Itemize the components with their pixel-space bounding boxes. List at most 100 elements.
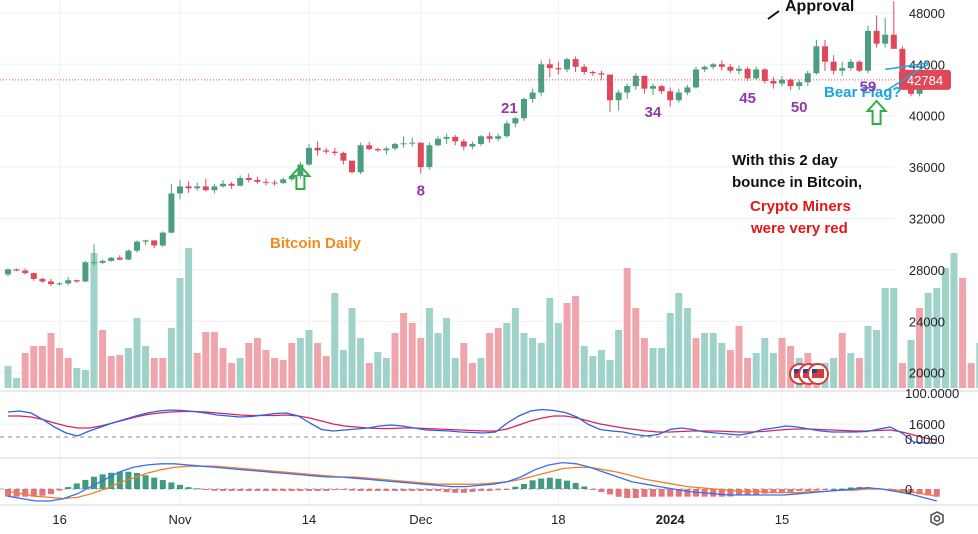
macd-histogram-bar bbox=[847, 487, 854, 489]
candle-body bbox=[822, 46, 828, 62]
volume-bar bbox=[589, 356, 597, 388]
time-tick-label: Nov bbox=[168, 512, 192, 527]
volume-bar bbox=[726, 350, 734, 388]
macd-histogram-bar bbox=[202, 489, 209, 490]
candle-body bbox=[521, 98, 527, 119]
volume-bar bbox=[847, 353, 855, 388]
candle bbox=[796, 79, 803, 90]
candle-body bbox=[796, 82, 803, 87]
candle-body bbox=[194, 186, 201, 189]
candle-body bbox=[495, 136, 502, 139]
candle bbox=[426, 142, 433, 170]
macd-histogram-bar bbox=[581, 486, 588, 489]
candle-body bbox=[555, 68, 562, 70]
time-tick-label: 14 bbox=[302, 512, 316, 527]
volume-bar bbox=[38, 346, 46, 388]
candle-body bbox=[211, 186, 218, 191]
macd-histogram-bar bbox=[159, 480, 166, 489]
volume-bar bbox=[468, 363, 476, 388]
volume-bar bbox=[262, 350, 270, 388]
volume-bar bbox=[443, 318, 451, 388]
macd-histogram-bar bbox=[572, 483, 579, 489]
candle bbox=[856, 60, 863, 72]
candle-body bbox=[452, 136, 459, 142]
macd-histogram-bar bbox=[710, 489, 717, 497]
candle bbox=[349, 160, 355, 174]
volume-bar bbox=[511, 308, 519, 388]
macd-histogram-bar bbox=[297, 489, 304, 491]
candle-body bbox=[56, 283, 63, 285]
volume-bar bbox=[30, 346, 38, 388]
candle-body bbox=[667, 91, 674, 101]
candle bbox=[538, 60, 545, 97]
candle bbox=[873, 15, 880, 48]
candle bbox=[564, 57, 570, 72]
candle bbox=[409, 137, 416, 147]
macd-histogram-bar bbox=[134, 472, 140, 489]
volume-bar bbox=[81, 370, 89, 388]
time-tick-label: 18 bbox=[551, 512, 565, 527]
candle bbox=[804, 70, 811, 87]
us-event-flag-icon[interactable] bbox=[807, 363, 829, 385]
macd-histogram-bar bbox=[761, 489, 768, 494]
macd-histogram-bar bbox=[357, 489, 364, 491]
volume-bar bbox=[365, 363, 373, 388]
candle-body bbox=[856, 61, 863, 71]
oscillator-red-line bbox=[8, 410, 937, 441]
candle-body bbox=[761, 69, 768, 81]
macd-histogram-bar bbox=[546, 477, 553, 489]
chart-settings-icon[interactable] bbox=[930, 511, 944, 526]
macd-histogram-bar bbox=[452, 489, 459, 493]
candle-body bbox=[99, 260, 106, 263]
candle bbox=[787, 78, 794, 90]
volume-bar bbox=[735, 326, 743, 388]
volume-bar bbox=[615, 330, 623, 388]
candle-body bbox=[589, 71, 596, 74]
note-line-2: bounce in Bitcoin, bbox=[732, 174, 862, 191]
volume-bar bbox=[73, 368, 81, 388]
volume-bar bbox=[537, 343, 545, 388]
volume-bar bbox=[683, 308, 691, 388]
macd-histogram-bar bbox=[314, 489, 321, 491]
macd-histogram-bar bbox=[727, 489, 734, 497]
candle bbox=[469, 141, 476, 150]
candle bbox=[142, 239, 149, 245]
volume-bar bbox=[176, 278, 184, 388]
candle bbox=[572, 56, 579, 72]
candle bbox=[392, 142, 398, 151]
green-up-arrow bbox=[289, 164, 312, 190]
volume-bar bbox=[90, 253, 98, 388]
wave-count-label: 21 bbox=[501, 100, 518, 117]
candle-body bbox=[718, 64, 725, 67]
candle-body bbox=[116, 257, 123, 260]
note-red-line-2: were very red bbox=[750, 220, 848, 237]
candle-body bbox=[237, 178, 244, 186]
volume-bar bbox=[408, 323, 416, 388]
candle-body bbox=[13, 269, 20, 271]
event-flag-canton bbox=[794, 369, 799, 373]
candle-body bbox=[91, 262, 97, 264]
macd-histogram-bar bbox=[693, 489, 699, 497]
volume-bar bbox=[417, 338, 425, 388]
macd-histogram-bar bbox=[443, 489, 450, 493]
wave-count-label: 59 bbox=[860, 78, 877, 95]
candle bbox=[452, 134, 459, 146]
candle bbox=[151, 240, 158, 249]
candle bbox=[56, 282, 63, 286]
candle-body bbox=[254, 179, 261, 182]
candle-body bbox=[400, 143, 407, 145]
candle bbox=[254, 176, 261, 184]
candle-body bbox=[331, 151, 338, 153]
macd-histogram-bar bbox=[555, 478, 562, 489]
macd-histogram-bar bbox=[615, 489, 622, 497]
macd-histogram-bar bbox=[194, 488, 201, 490]
candle bbox=[237, 175, 244, 187]
volume-bar bbox=[787, 346, 795, 388]
candle bbox=[581, 64, 588, 75]
volume-bar bbox=[279, 360, 287, 388]
candle-body bbox=[830, 61, 837, 71]
macd-histogram-bar bbox=[538, 478, 545, 489]
candle bbox=[529, 88, 536, 103]
macd-histogram-bar bbox=[435, 489, 441, 491]
candle bbox=[331, 147, 338, 156]
